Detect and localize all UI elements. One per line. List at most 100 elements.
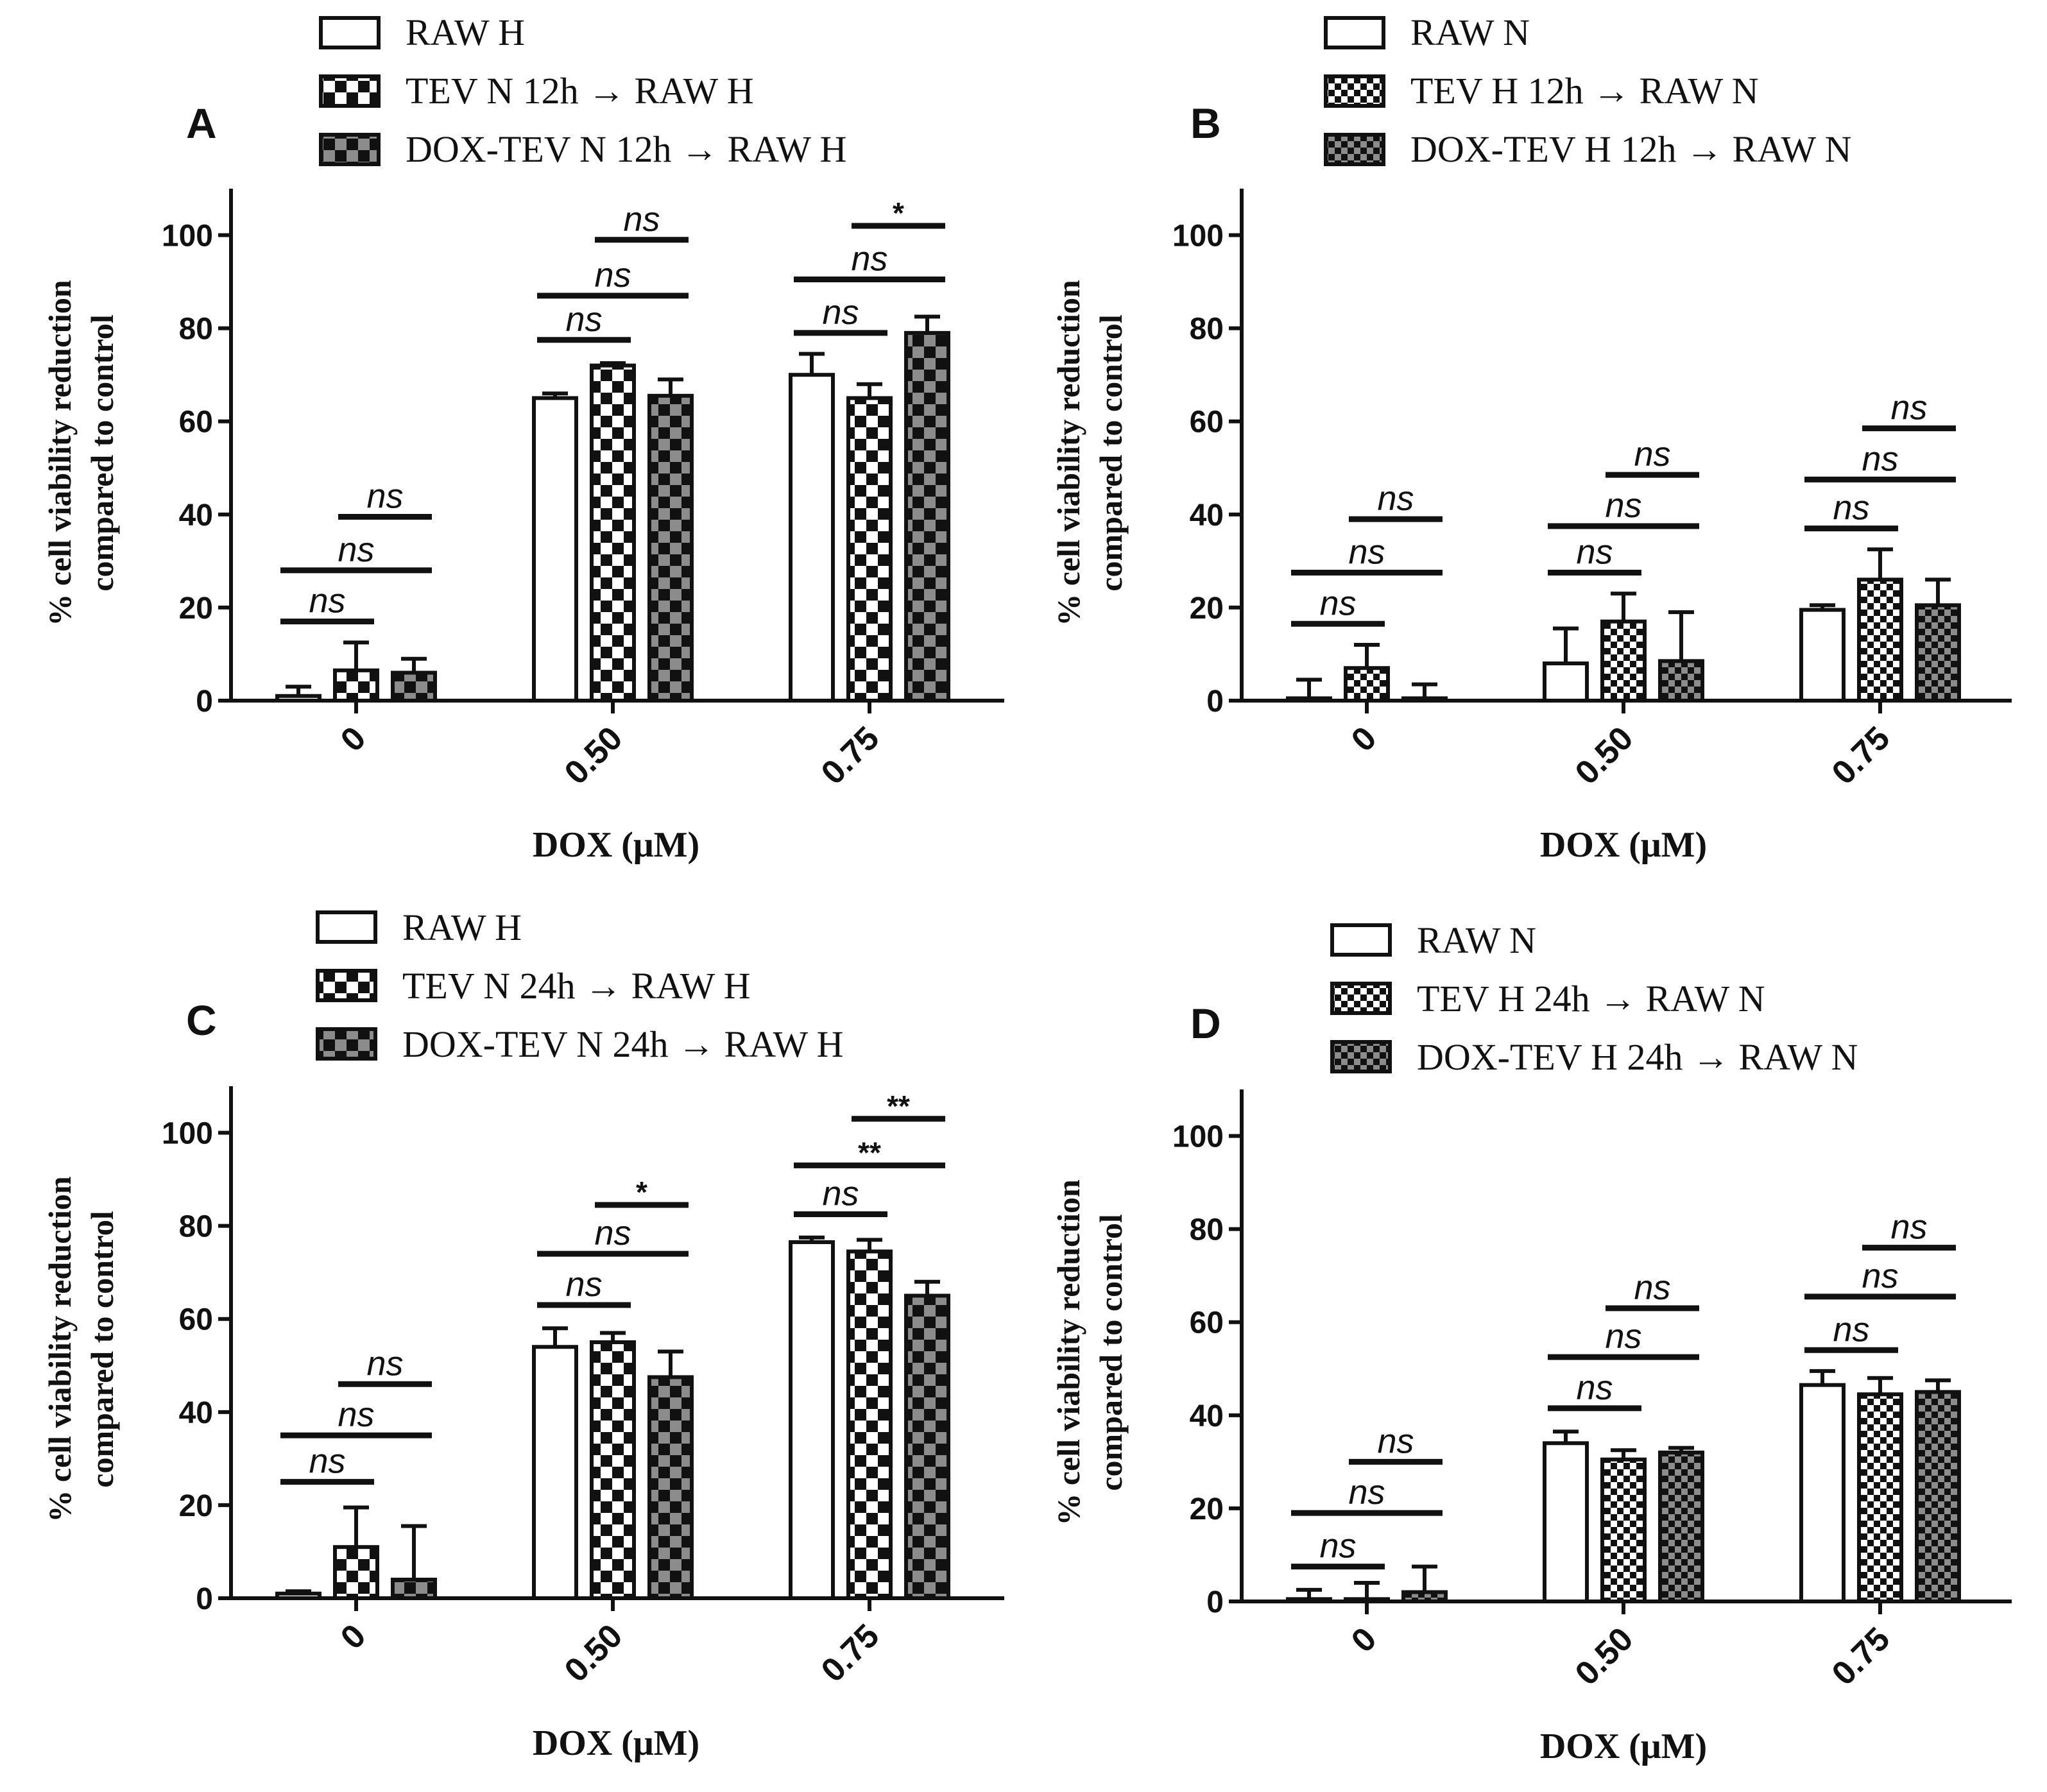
plot-area: 0 20 40 60 80 100 0 0.50 0.75 ns ns ns ns ns ns ns ns ns — [1172, 189, 2012, 792]
bar — [391, 670, 437, 703]
significance-label: ns — [565, 1265, 602, 1304]
legend-item: DOX-TEV H 24h → RAW N — [1330, 1036, 1858, 1078]
panel-letter: A — [186, 99, 217, 147]
legend-swatch-tev — [1330, 982, 1392, 1015]
legend-label: DOX-TEV H 24h → RAW N — [1417, 1036, 1858, 1078]
significance-label: ns — [366, 1344, 403, 1383]
x-tick-label: 0.50 — [558, 719, 630, 792]
x-tick-label: 0 — [334, 719, 373, 758]
significance-label: ns — [565, 300, 602, 339]
bar — [1401, 696, 1448, 703]
bar — [1543, 661, 1589, 703]
bar — [1543, 1441, 1589, 1603]
significance-label: ns — [309, 582, 345, 620]
y-axis-label-line2: compared to control — [1093, 314, 1129, 592]
legend-swatch-tev — [319, 74, 381, 108]
significance-label: ns — [309, 1442, 345, 1481]
significance-label: ns — [822, 1175, 859, 1213]
y-tick-label: 80 — [179, 1210, 213, 1244]
x-tick-label: 0 — [1344, 1620, 1383, 1659]
significance-label: ns — [594, 256, 631, 294]
bar — [1286, 696, 1332, 703]
bar — [532, 396, 578, 703]
bar — [1915, 603, 1961, 703]
legend: RAW H TEV N 12h → RAW H DOX-TEV N 12h → … — [319, 12, 847, 170]
y-tick-label: 60 — [179, 405, 213, 439]
bar — [1799, 1383, 1846, 1603]
legend-item: DOX-TEV H 12h → RAW N — [1324, 128, 1852, 170]
bar — [789, 1240, 835, 1600]
legend-label: TEV N 24h → RAW H — [402, 965, 751, 1007]
panel-b: B RAW N TEV H 12h → RAW N DOX-TEV H 12h … — [1050, 12, 2012, 865]
legend-item: RAW H — [319, 12, 525, 53]
bar — [1401, 1590, 1448, 1604]
significance-label: ns — [1890, 389, 1927, 427]
bar — [275, 1591, 321, 1600]
significance-label: ns — [1319, 1527, 1356, 1566]
bar — [789, 373, 835, 703]
x-axis-label: DOX (μM) — [1540, 1727, 1707, 1766]
y-tick-label: 20 — [1190, 1492, 1224, 1526]
x-tick-label: 0 — [1344, 719, 1383, 758]
significance-label: ns — [338, 1395, 374, 1434]
bar — [333, 668, 379, 703]
legend: RAW N TEV H 12h → RAW N DOX-TEV H 12h → … — [1324, 12, 1852, 170]
legend-item: TEV N 24h → RAW H — [316, 965, 751, 1007]
y-axis-label-line2: compared to control — [84, 1211, 120, 1488]
x-tick-label: 0 — [334, 1617, 373, 1656]
panel-d: D RAW N TEV H 24h → RAW N DOX-TEV H 24h … — [1050, 919, 2012, 1766]
significance-label: ns — [1605, 1317, 1641, 1356]
bar — [1286, 1597, 1332, 1604]
x-tick-label: 0.50 — [1568, 1620, 1641, 1693]
y-axis-label: % cell viability reduction compared to c… — [42, 280, 120, 626]
bar — [1600, 1457, 1647, 1603]
significance-label: ns — [822, 293, 859, 332]
legend-swatch-tev — [316, 969, 377, 1002]
plot-area: 0 20 40 60 80 100 0 0.50 0.75 ns ns ns ns ns ns ns ns ns — [1172, 1089, 2012, 1693]
y-tick-label: 100 — [1172, 219, 1224, 253]
significance-label: ns — [1634, 435, 1670, 474]
y-axis-label: % cell viability reduction compared to c… — [42, 1176, 120, 1523]
bar — [391, 1577, 437, 1601]
x-tick-label: 0.50 — [1568, 719, 1641, 792]
legend-item: TEV H 12h → RAW N — [1324, 70, 1759, 112]
x-tick-label: 0.50 — [558, 1617, 630, 1689]
y-axis-label-line1: % cell viability reduction — [42, 1176, 78, 1523]
legend-swatch-dox-tev — [1324, 133, 1385, 166]
legend-item: DOX-TEV N 24h → RAW H — [316, 1023, 844, 1065]
x-tick-label: 0.75 — [814, 1617, 887, 1689]
x-tick-label: 0.75 — [814, 719, 887, 792]
x-axis-label: DOX (μM) — [1540, 825, 1707, 865]
legend-item: TEV H 24h → RAW N — [1330, 978, 1765, 1020]
significance-label: ns — [1862, 1257, 1898, 1295]
bar — [1799, 608, 1846, 703]
legend-label: TEV H 12h → RAW N — [1410, 70, 1759, 112]
legend-swatch-raw-h — [319, 16, 381, 49]
bar — [275, 694, 321, 703]
bar — [1915, 1390, 1961, 1603]
y-tick-label: 0 — [196, 1582, 213, 1616]
y-tick-label: 100 — [162, 219, 213, 253]
bar — [846, 1249, 893, 1600]
y-tick-label: 0 — [1206, 685, 1224, 719]
significance-label: ns — [1605, 486, 1641, 525]
legend-label: TEV H 24h → RAW N — [1417, 978, 1765, 1020]
significance-label: ns — [1348, 1473, 1385, 1512]
significance-label: ns — [623, 200, 660, 239]
bar — [1857, 577, 1903, 703]
legend-item: DOX-TEV N 12h → RAW H — [319, 128, 847, 170]
y-tick-label: 40 — [179, 499, 213, 533]
legend-label: DOX-TEV N 12h → RAW H — [406, 128, 847, 170]
bar — [647, 393, 694, 703]
significance-label: ns — [338, 531, 374, 569]
significance-label: ns — [1348, 533, 1385, 572]
y-tick-label: 20 — [1190, 592, 1224, 626]
legend-label: DOX-TEV H 12h → RAW N — [1410, 128, 1852, 170]
significance-label: ns — [1833, 489, 1869, 527]
x-axis-label: DOX (μM) — [533, 1723, 699, 1763]
significance-label: ns — [1862, 439, 1898, 478]
y-tick-label: 80 — [179, 312, 213, 346]
legend-label: RAW N — [1417, 919, 1536, 961]
